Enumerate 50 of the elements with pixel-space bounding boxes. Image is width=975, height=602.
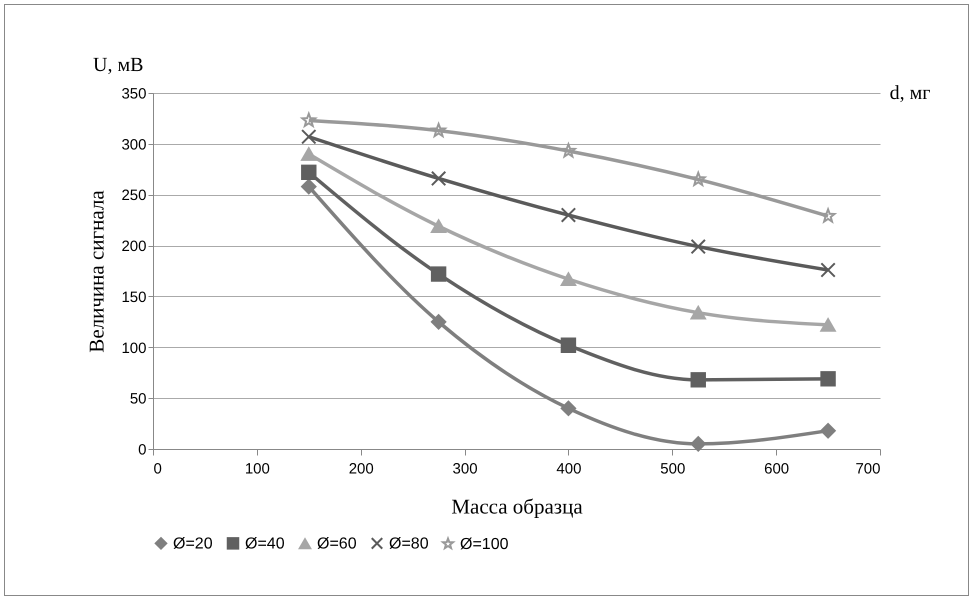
y-tick-label: 350 bbox=[121, 86, 146, 102]
y-tick-label: 200 bbox=[121, 238, 146, 256]
point bbox=[560, 400, 576, 416]
point bbox=[301, 164, 316, 180]
point bbox=[430, 314, 446, 330]
y-axis-title: Величина сигнала bbox=[84, 190, 108, 353]
point bbox=[690, 172, 706, 186]
point bbox=[560, 338, 576, 353]
point bbox=[430, 219, 446, 234]
point bbox=[820, 208, 836, 222]
point bbox=[560, 272, 576, 286]
x-tick-label: 600 bbox=[764, 460, 790, 478]
legend-label: Ø=20 bbox=[173, 535, 213, 552]
point bbox=[820, 422, 836, 438]
x-tick-label: 0 bbox=[154, 460, 162, 478]
point bbox=[560, 207, 576, 223]
x-tick-label: 100 bbox=[244, 460, 270, 478]
point bbox=[301, 129, 316, 144]
text: d, мг bbox=[890, 82, 930, 104]
x-tick-label: 500 bbox=[660, 460, 686, 478]
point bbox=[690, 306, 706, 320]
point bbox=[690, 372, 706, 388]
y-tick-label: 100 bbox=[121, 340, 146, 357]
x-tick-label: 300 bbox=[452, 460, 478, 478]
legend-label: Ø=40 bbox=[245, 535, 285, 552]
legend-label: Ø=80 bbox=[389, 535, 429, 552]
point bbox=[301, 178, 316, 194]
legend-label: Ø=100 bbox=[460, 536, 509, 553]
y-tick-label: 0 bbox=[138, 442, 146, 458]
point bbox=[561, 143, 576, 158]
y-tick-label: 50 bbox=[130, 390, 146, 408]
x-axis-title: Масса образца bbox=[451, 494, 584, 518]
y-tick-label: 300 bbox=[121, 136, 146, 154]
point bbox=[430, 170, 446, 186]
point bbox=[431, 122, 446, 138]
x-tick-label: 700 bbox=[855, 460, 880, 478]
point bbox=[690, 238, 706, 254]
x-tick-label: 200 bbox=[348, 460, 374, 478]
y-tick-label: 150 bbox=[121, 288, 146, 306]
point bbox=[690, 436, 706, 452]
x-tick-label: 400 bbox=[556, 460, 582, 478]
point bbox=[430, 266, 446, 282]
point bbox=[301, 147, 316, 161]
point bbox=[820, 371, 836, 387]
point bbox=[301, 112, 316, 127]
point bbox=[820, 262, 836, 278]
point bbox=[820, 318, 836, 332]
legend-label: Ø=60 bbox=[317, 536, 357, 553]
text: U, мВ bbox=[93, 54, 144, 76]
y-tick-label: 250 bbox=[121, 187, 146, 204]
